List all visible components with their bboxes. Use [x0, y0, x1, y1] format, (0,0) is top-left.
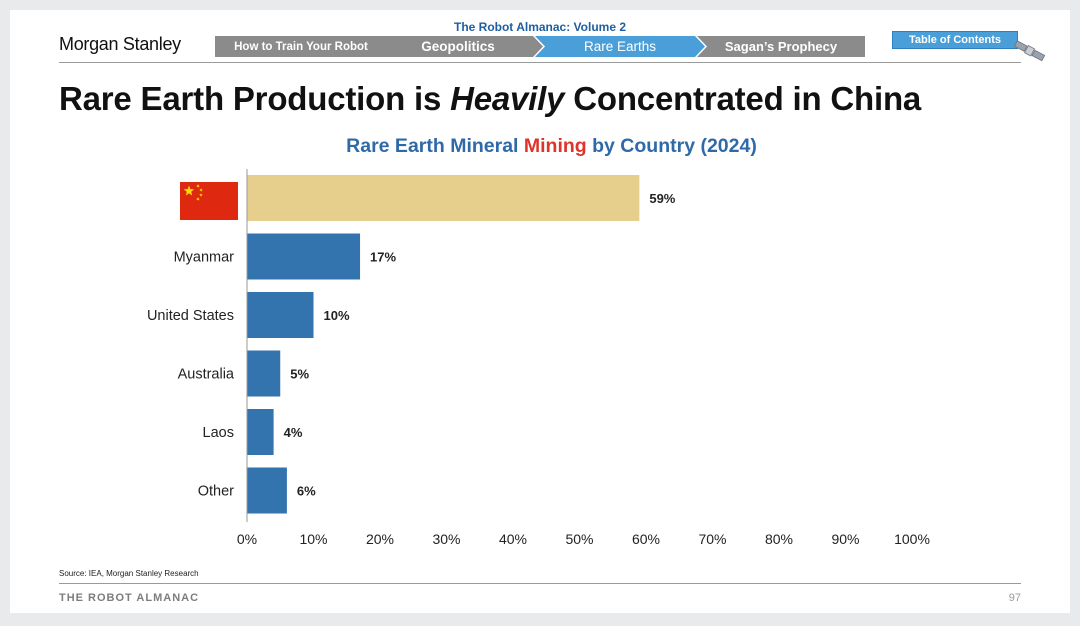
breadcrumb-sagans-prophecy[interactable]: Sagan’s Prophecy [697, 36, 865, 57]
china-flag-icon [180, 182, 238, 220]
bar-australia [247, 350, 281, 397]
x-tick-label: 20% [366, 531, 394, 547]
page-title: Rare Earth Production is Heavily Concent… [59, 80, 922, 117]
bar-laos [247, 409, 274, 455]
x-tick-label: 90% [831, 531, 859, 547]
category-label-other: Other [198, 484, 234, 500]
x-tick-label: 10% [299, 531, 327, 547]
x-tick-label: 30% [432, 531, 460, 547]
breadcrumb: How to Train Your Robot Geopolitics Rare… [215, 36, 865, 57]
x-tick-label: 40% [499, 531, 527, 547]
footer-title: THE ROBOT ALMANAC [59, 592, 200, 604]
category-label-laos: Laos [203, 425, 234, 441]
x-tick-label: 60% [632, 531, 660, 547]
x-tick-label: 50% [565, 531, 593, 547]
header-divider [59, 62, 1021, 63]
x-tick-label: 100% [894, 531, 930, 547]
bar-china [247, 175, 640, 221]
source-note: Source: IEA, Morgan Stanley Research [59, 569, 199, 578]
data-label-myanmar: 17% [370, 250, 396, 265]
page-number: 97 [1008, 592, 1021, 604]
series-title: The Robot Almanac: Volume 2 [453, 20, 627, 34]
bar-united-states [247, 292, 314, 338]
footer-divider [59, 583, 1021, 584]
company-logo: Morgan Stanley [59, 34, 181, 54]
category-label-united-states: United States [147, 308, 234, 324]
breadcrumb-rare-earths[interactable]: Rare Earths [535, 36, 705, 57]
data-label-united-states: 10% [324, 308, 350, 323]
x-tick-label: 80% [765, 531, 793, 547]
x-tick-label: 70% [698, 531, 726, 547]
data-label-australia: 5% [290, 367, 309, 382]
x-tick-label: 0% [237, 531, 257, 547]
satellite-icon [1013, 40, 1046, 62]
slide: Morgan Stanley The Robot Almanac: Volume… [10, 10, 1070, 613]
data-label-other: 6% [297, 484, 316, 499]
bar-myanmar [247, 233, 361, 280]
breadcrumb-how-to-train-your-robot[interactable]: How to Train Your Robot [215, 36, 387, 57]
chart-title: Rare Earth Mineral Mining by Country (20… [346, 135, 757, 157]
bar-other [247, 467, 287, 514]
data-label-china: 59% [649, 191, 675, 206]
bar-chart: 59% 17% Myanmar 10% United States 5% Australia… [147, 169, 930, 547]
table-of-contents-button[interactable]: Table of Contents [892, 31, 1018, 49]
data-label-laos: 4% [284, 425, 303, 440]
category-label-myanmar: Myanmar [174, 250, 235, 266]
category-label-australia: Australia [178, 367, 235, 383]
breadcrumb-geopolitics[interactable]: Geopolitics [373, 36, 543, 57]
